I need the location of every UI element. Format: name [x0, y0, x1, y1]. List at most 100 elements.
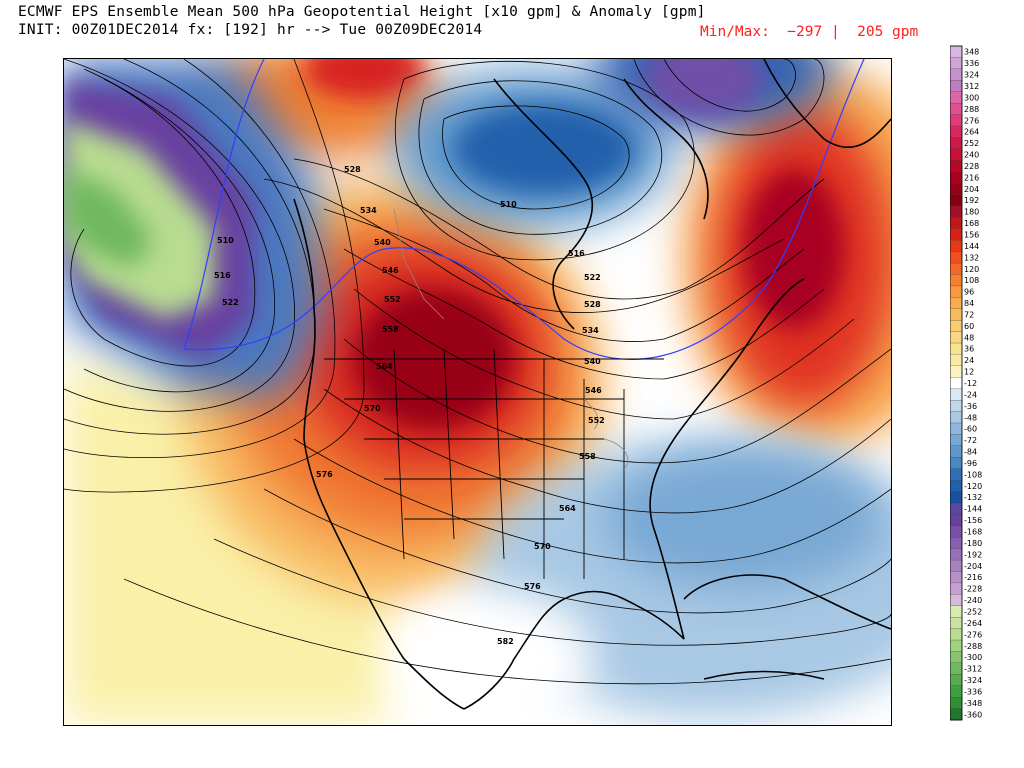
colorbar-label: 204: [964, 185, 979, 194]
contour-label: 540: [584, 357, 601, 366]
colorbar-swatch: [949, 331, 963, 344]
colorbar-swatch: [949, 571, 963, 584]
state-borders: [324, 348, 664, 579]
colorbar-swatch: [949, 479, 963, 492]
anomaly-colorbar: 348 336 324 312 300 288 276 264 252 240 228 216 204 1…: [949, 44, 1024, 724]
colorbar-swatch: [949, 297, 963, 310]
colorbar-swatch: [949, 388, 963, 401]
coastlines: [293, 59, 891, 710]
colorbar-swatch: [949, 308, 963, 321]
colorbar-label: -96: [964, 459, 977, 468]
contour-label: 534: [582, 326, 599, 335]
colorbar-swatch: [949, 171, 963, 184]
colorbar-label: -348: [964, 699, 982, 708]
colorbar-swatch: [949, 628, 963, 641]
colorbar-label: 108: [964, 276, 979, 285]
colorbar-swatch: [949, 114, 963, 127]
colorbar-label: 120: [964, 265, 979, 274]
colorbar-label: -252: [964, 607, 982, 616]
colorbar-swatch: [949, 45, 963, 58]
colorbar-swatch: [949, 697, 963, 710]
colorbar-label: -132: [964, 493, 982, 502]
colorbar-label: 192: [964, 196, 979, 205]
colorbar-label: 96: [964, 288, 974, 297]
colorbar-label: -312: [964, 665, 982, 674]
contour-label: 552: [588, 416, 605, 425]
colorbar-label: 336: [964, 59, 979, 68]
colorbar-swatch: [949, 285, 963, 298]
colorbar-swatch: [949, 377, 963, 390]
colorbar-label: 300: [964, 93, 979, 102]
colorbar-swatch: [949, 91, 963, 104]
contour-label: 558: [382, 325, 399, 334]
colorbar-label: -180: [964, 539, 982, 548]
colorbar-swatch: [949, 502, 963, 515]
colorbar-label: -240: [964, 596, 982, 605]
colorbar-swatch: [949, 674, 963, 687]
colorbar-label: -216: [964, 573, 982, 582]
colorbar-swatch: [949, 365, 963, 378]
colorbar-label: 324: [964, 71, 979, 80]
colorbar-label: 132: [964, 253, 979, 262]
contour-label: 534: [360, 206, 377, 215]
colorbar-label: 156: [964, 230, 979, 239]
colorbar-swatch: [949, 708, 963, 721]
colorbar-label: 168: [964, 219, 979, 228]
contour-label: 540: [374, 238, 391, 247]
colorbar-swatch: [949, 137, 963, 150]
colorbar-swatch: [949, 194, 963, 207]
contour-label: 528: [344, 165, 361, 174]
colorbar-swatch: [949, 639, 963, 652]
contour-label: 564: [376, 362, 393, 371]
colorbar-swatch: [949, 57, 963, 70]
colorbar-label: 264: [964, 128, 979, 137]
contour-label: 570: [364, 404, 381, 413]
colorbar-label: 36: [964, 345, 974, 354]
colorbar-swatch: [949, 148, 963, 161]
colorbar-swatch: [949, 559, 963, 572]
colorbar-frame: [949, 45, 963, 721]
colorbar-label: -36: [964, 402, 977, 411]
colorbar-label: 180: [964, 208, 979, 217]
contour-label: 576: [316, 470, 333, 479]
colorbar-swatch: [949, 228, 963, 241]
colorbar-swatch: [949, 240, 963, 253]
min-max-readout: Min/Max: −297 | 205 gpm: [700, 24, 919, 40]
lakes-rivers: [393, 208, 629, 470]
colorbar-swatch: [949, 617, 963, 630]
colorbar-swatch: [949, 594, 963, 607]
colorbar-swatch: [949, 651, 963, 664]
colorbar-label: -360: [964, 710, 982, 719]
colorbar-swatch: [949, 160, 963, 173]
init-forecast-time: INIT: 00Z01DEC2014 fx: [192] hr --> Tue …: [18, 22, 483, 38]
colorbar-swatch: [949, 342, 963, 355]
contour-label: 576: [524, 582, 541, 591]
colorbar-label: -72: [964, 436, 977, 445]
colorbar-swatch: [949, 205, 963, 218]
colorbar-label: 60: [964, 322, 974, 331]
colorbar-label: 288: [964, 105, 979, 114]
colorbar-label: -108: [964, 470, 982, 479]
colorbar-swatch: [949, 68, 963, 81]
contour-label: 522: [584, 273, 601, 282]
colorbar-label: 276: [964, 116, 979, 125]
colorbar-swatch: [949, 468, 963, 481]
colorbar-swatch: [949, 685, 963, 698]
colorbar-swatch: [949, 491, 963, 504]
colorbar-label: -84: [964, 448, 977, 457]
colorbar-label: 348: [964, 48, 979, 57]
colorbar-swatch: [949, 548, 963, 561]
contour-label: 570: [534, 542, 551, 551]
colorbar-label: -156: [964, 516, 982, 525]
colorbar-label: -324: [964, 676, 982, 685]
colorbar-label: -288: [964, 642, 982, 651]
colorbar-label: -24: [964, 390, 977, 399]
colorbar-label: -300: [964, 653, 982, 662]
colorbar-swatch: [949, 525, 963, 538]
height-contours: [64, 59, 891, 685]
contour-label: 582: [497, 637, 514, 646]
colorbar-label: -192: [964, 550, 982, 559]
contour-label: 510: [217, 236, 234, 245]
colorbar-swatch: [949, 605, 963, 618]
colorbar-label: -120: [964, 482, 982, 491]
